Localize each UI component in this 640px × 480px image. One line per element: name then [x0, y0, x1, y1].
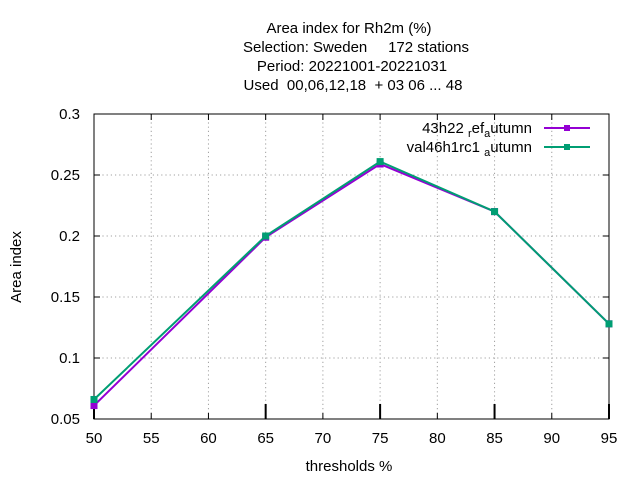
plot-frame — [93, 113, 610, 420]
x-tick-labels: 50 55 60 65 70 75 80 85 90 95 — [86, 430, 618, 447]
x-axis-label: thresholds % — [306, 458, 393, 475]
x-tick-label: 65 — [257, 430, 274, 447]
y-tick-label: 0.15 — [51, 289, 80, 306]
series-line-2 — [93, 160, 610, 401]
grid — [94, 114, 609, 419]
x-tick-label: 55 — [143, 430, 160, 447]
y-tick-label: 0.05 — [51, 411, 80, 428]
data-point — [605, 320, 613, 328]
legend-marker-1 — [564, 125, 570, 131]
data-point — [90, 402, 98, 410]
series-line-1 — [93, 163, 610, 407]
data-point — [491, 208, 499, 216]
y-tick-labels: 0.05 0.1 0.15 0.2 0.25 0.3 — [51, 106, 80, 428]
title-line-2: Selection: Sweden 172 stations — [243, 39, 469, 56]
y-tick-label: 0.2 — [59, 228, 80, 245]
x-tick-label: 75 — [372, 430, 389, 447]
data-point — [262, 232, 270, 240]
x-tick-label: 60 — [200, 430, 217, 447]
legend-entry-2: val46h1rc1 autumn — [407, 139, 590, 159]
legend-label-1: 43h22 refautumn — [422, 120, 532, 140]
title-line-4: Used 00,06,12,18 + 03 06 ... 48 — [244, 77, 463, 94]
legend-label-2: val46h1rc1 autumn — [407, 139, 532, 159]
y-tick-label: 0.25 — [51, 167, 80, 184]
x-tick-label: 50 — [86, 430, 103, 447]
tick-marks — [93, 113, 610, 420]
legend: 43h22 refautumn val46h1rc1 autumn — [407, 120, 590, 159]
data-point — [90, 395, 98, 403]
y-tick-label: 0.3 — [59, 106, 80, 123]
title-line-1: Area index for Rh2m (%) — [266, 20, 431, 37]
x-tick-label: 95 — [601, 430, 618, 447]
chart-title: Area index for Rh2m (%) Selection: Swede… — [243, 20, 469, 94]
x-tick-label: 85 — [486, 430, 503, 447]
title-line-3: Period: 20221001-20221031 — [257, 58, 447, 75]
x-tick-label: 70 — [315, 430, 332, 447]
series-lines — [90, 158, 613, 410]
x-tick-label: 90 — [543, 430, 560, 447]
y-tick-label: 0.1 — [59, 350, 80, 367]
legend-marker-2 — [564, 144, 570, 150]
y-axis-label: Area index — [8, 231, 25, 303]
legend-entry-1: 43h22 refautumn — [422, 120, 590, 140]
data-point — [376, 158, 384, 166]
x-tick-label: 80 — [429, 430, 446, 447]
